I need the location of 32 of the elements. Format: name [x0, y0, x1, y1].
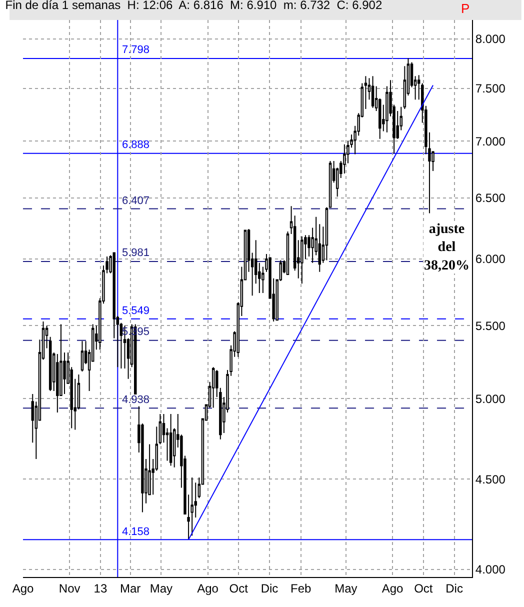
- ref-line-label: 4.938: [122, 394, 150, 406]
- annotation: ajuste del 38,20%: [424, 222, 470, 274]
- ref-line-label: 5.549: [122, 305, 150, 317]
- x-tick-label: Ago: [382, 581, 404, 596]
- x-tick-label: May: [150, 581, 173, 596]
- y-tick-label: 5.500: [475, 318, 506, 333]
- chart-title: Fin de día 1 semanas H: 12:06 A: 6.816 M: 6.910 m: 6.732 C: 6.902: [5, 0, 382, 12]
- y-tick-label: 6.500: [475, 190, 506, 205]
- y-tick-label: 7.500: [475, 81, 506, 96]
- x-tick-label: 13: [94, 581, 108, 596]
- y-tick-label: 5.000: [475, 392, 506, 406]
- x-tick-label: Nov: [58, 581, 80, 596]
- x-tick-label: Oct: [414, 581, 434, 596]
- x-tick-label: Dic: [260, 581, 278, 596]
- ref-line-label: 6.888: [122, 139, 150, 151]
- x-tick-label: Ago: [197, 581, 219, 596]
- x-tick-label: Dic: [446, 581, 463, 596]
- ref-line-label: 5.981: [122, 247, 150, 259]
- ref-line-label: 4.158: [122, 526, 150, 538]
- x-tick-label: Mar: [120, 581, 141, 596]
- text: P: [461, 1, 470, 16]
- y-tick-label: 4.500: [475, 472, 506, 486]
- y-tick-label: 6.000: [475, 252, 506, 266]
- ref-line-label: 6.407: [122, 195, 150, 207]
- x-tick-label: May: [334, 581, 358, 596]
- ref-line-label: 7.798: [122, 44, 150, 56]
- x-tick-label: Oct: [229, 581, 249, 596]
- y-tick-label: 7.000: [475, 134, 506, 148]
- y-tick-label: 4.000: [475, 562, 506, 577]
- y-tick-label: 8.000: [475, 32, 506, 46]
- x-tick-label: Ago: [12, 581, 34, 596]
- x-tick-label: Feb: [290, 581, 312, 596]
